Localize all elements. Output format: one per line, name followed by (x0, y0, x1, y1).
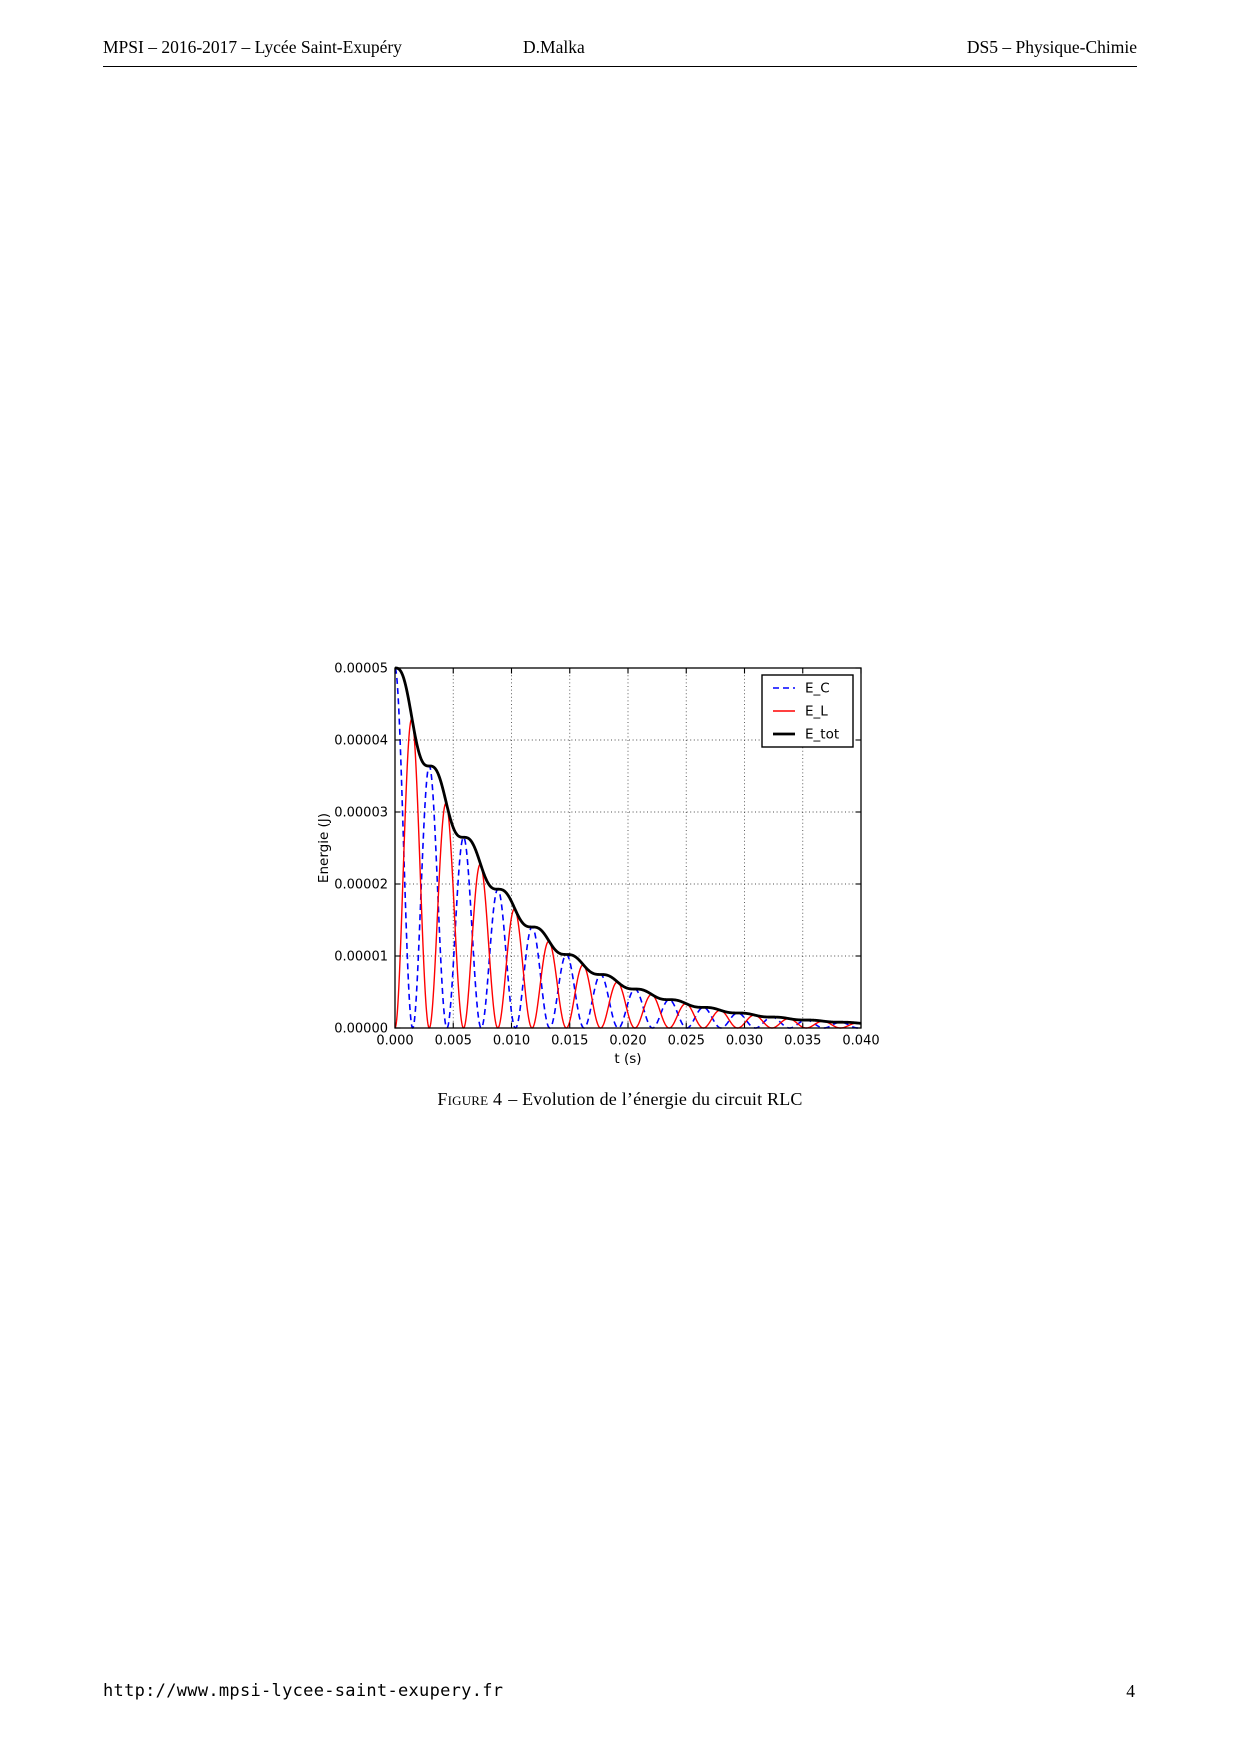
y-tick-label: 0.00002 (334, 878, 388, 893)
x-tick-label: 0.030 (726, 1034, 763, 1049)
rlc-energy-chart: 0.000 0.005 0.010 0.015 0.020 0.025 0.030 0.035… (316, 662, 880, 1068)
x-tick-label: 0.005 (435, 1034, 472, 1049)
x-tick-label: 0.025 (668, 1034, 705, 1049)
x-tick-label: 0.020 (609, 1034, 646, 1049)
curve-E_L (394, 718, 862, 1029)
x-tick-label: 0.010 (493, 1034, 530, 1049)
header-right: DS5 – Physique-Chimie (966, 37, 1137, 57)
x-axis-label: t (s) (614, 1051, 641, 1067)
header-rule (103, 66, 1137, 67)
header-center: D.Malka (523, 37, 585, 57)
y-tick-label: 0.00005 (334, 662, 388, 677)
legend-label-E_L: E_L (805, 704, 828, 720)
page-footer: http://www.mpsi-lycee-saint-exupery.fr 4 (103, 1681, 1137, 1705)
x-tick-label: 0.040 (842, 1034, 879, 1049)
header-left: MPSI – 2016-2017 – Lycée Saint-Exupéry (103, 37, 402, 57)
y-tick-label: 0.00003 (334, 806, 388, 821)
curve-E_tot (393, 666, 863, 1025)
y-tick-label: 0.00000 (334, 1022, 388, 1037)
legend-label-E_C: E_C (805, 681, 830, 697)
curve-E_C (394, 667, 862, 1029)
page-number: 4 (1126, 1681, 1135, 1701)
figure-caption-label: Figure 4 (437, 1089, 503, 1109)
x-tick-label: 0.015 (551, 1034, 588, 1049)
y-tick-label: 0.00001 (334, 950, 388, 965)
x-tick-label: 0.035 (784, 1034, 821, 1049)
y-tick-label: 0.00004 (334, 734, 388, 749)
footer-url-link[interactable]: http://www.mpsi-lycee-saint-exupery.fr (103, 1681, 504, 1701)
y-axis-label: Energie (J) (316, 813, 332, 883)
figure-caption-text: – Evolution de l’énergie du circuit RLC (508, 1089, 803, 1109)
figure-caption: Figure 4– Evolution de l’énergie du circ… (0, 1089, 1240, 1110)
legend-label-E_tot: E_tot (805, 727, 839, 743)
x-tick-label: 0.000 (376, 1034, 413, 1049)
page-header: MPSI – 2016-2017 – Lycée Saint-Exupéry D… (103, 37, 1137, 61)
